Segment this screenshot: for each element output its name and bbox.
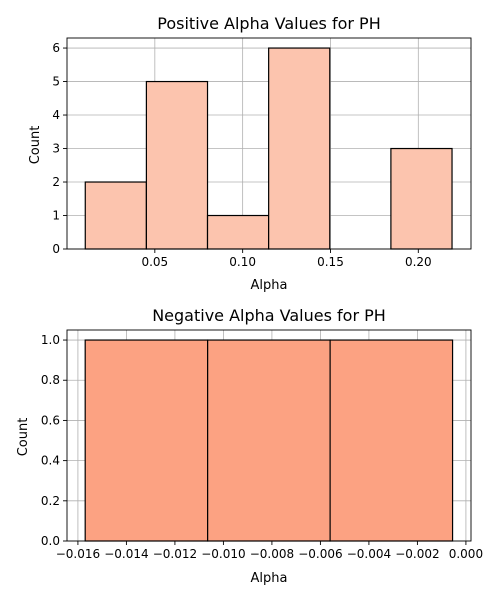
x-tick-label: −0.010: [201, 547, 245, 561]
y-tick-label: 3: [52, 142, 60, 156]
x-tick-label: −0.014: [104, 547, 148, 561]
x-tick-label: −0.008: [250, 547, 294, 561]
plot-frame: [66, 329, 472, 542]
y-tick-label: 0.4: [41, 454, 60, 468]
x-tick-label: −0.012: [153, 547, 197, 561]
y-tick-label: 0: [52, 242, 60, 256]
y-tick-label: 6: [52, 41, 60, 55]
x-tick-label: 0.000: [449, 547, 483, 561]
y-tick-label: 1.0: [41, 333, 60, 347]
x-tick-label: −0.002: [395, 547, 439, 561]
y-tick-label: 0.2: [41, 494, 60, 508]
y-axis-label: Count: [16, 418, 31, 457]
histogram-bar: [84, 339, 209, 542]
x-tick-label: −0.004: [347, 547, 391, 561]
x-tick-label: 0.20: [405, 255, 432, 269]
chart-negative-alpha: Negative Alpha Values for PH Alpha Count…: [16, 306, 483, 586]
x-tick-label: 0.15: [317, 255, 344, 269]
histogram-bar: [145, 80, 209, 250]
histogram-bar: [84, 181, 147, 250]
y-tick-label: 0.8: [41, 373, 60, 387]
x-tick-label: 0.10: [229, 255, 256, 269]
y-tick-label: 2: [52, 175, 60, 189]
x-axis-label: Alpha: [251, 571, 288, 586]
x-tick-label: 0.05: [141, 255, 168, 269]
histogram-bar: [329, 339, 454, 542]
y-tick-label: 4: [52, 108, 60, 122]
y-axis-label: Count: [28, 126, 43, 165]
y-tick-label: 0.6: [41, 413, 60, 427]
histogram-bar: [206, 214, 270, 250]
chart-title: Positive Alpha Values for PH: [157, 14, 380, 33]
plot-frame: [66, 37, 472, 250]
histogram-bar: [268, 47, 331, 250]
x-tick-label: −0.006: [298, 547, 342, 561]
y-tick-label: 1: [52, 209, 60, 223]
histogram-bar: [390, 147, 453, 250]
chart-title: Negative Alpha Values for PH: [152, 306, 386, 325]
x-tick-label: −0.016: [56, 547, 100, 561]
chart-positive-alpha: Positive Alpha Values for PH Alpha Count…: [28, 14, 472, 293]
y-tick-label: 5: [52, 75, 60, 89]
histogram-bar: [207, 339, 331, 542]
y-tick-label: 0.0: [41, 534, 60, 548]
x-axis-label: Alpha: [251, 278, 288, 293]
